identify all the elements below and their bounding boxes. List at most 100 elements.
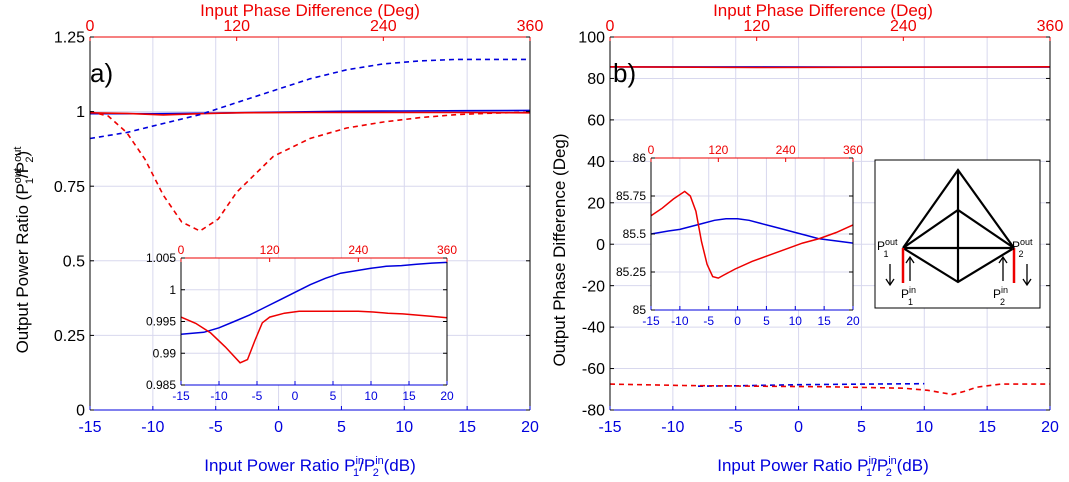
panel-b-tick-label-y-8: 80 bbox=[587, 71, 605, 88]
panel-a-inset-tick-label-top-2: 240 bbox=[348, 243, 368, 257]
panel-a-tick-label-bottom-7: 20 bbox=[521, 419, 539, 436]
panel-b-tick-label-top-3: 360 bbox=[1037, 18, 1064, 35]
panel-b-inset-tick-label-bottom-7: 20 bbox=[846, 314, 860, 328]
panel-b-top-axis-label: Input Phase Difference (Deg) bbox=[713, 1, 933, 20]
panel-b-tick-label-top-1: 120 bbox=[743, 18, 770, 35]
label-p2-out: Pout 2 bbox=[1012, 237, 1033, 259]
panel-b-inset-tick-label-bottom-1: -10 bbox=[671, 314, 689, 328]
panel-b-tick-label-bottom-5: 10 bbox=[915, 419, 933, 436]
panel-b-tick-label-y-4: 0 bbox=[596, 237, 605, 254]
panel-b-inset-tick-label-top-0: 0 bbox=[648, 143, 655, 157]
panel-b-tick-label-bottom-1: -10 bbox=[661, 419, 684, 436]
panel-a-tick-label-bottom-3: 0 bbox=[274, 419, 283, 436]
panel-b-tag: b) bbox=[613, 58, 636, 88]
arrow-p1-out bbox=[885, 264, 895, 287]
panel-a-tag: a) bbox=[90, 58, 113, 88]
panel-a-inset-tick-label-y-0: 0.985 bbox=[146, 378, 176, 392]
panel-a-series-blue-dashed-2 bbox=[89, 58, 530, 140]
panel-a-inset-tick-label-top-3: 360 bbox=[437, 243, 457, 257]
panel-a-inset-tick-label-bottom-7: 20 bbox=[440, 389, 454, 403]
panel-b-tick-label-y-1: -60 bbox=[582, 361, 605, 378]
panel-b-bottom-axis-label: Input Power Ratio Pin 1/Pin 2 (dB) bbox=[717, 455, 928, 479]
panel-a-tick-label-bottom-0: -15 bbox=[78, 419, 101, 436]
panel-a-inset-tick-label-bottom-6: 15 bbox=[402, 389, 416, 403]
panel-a-inset-tick-label-bottom-1: -10 bbox=[210, 389, 228, 403]
panel-a-inset-tick-label-top-0: 0 bbox=[178, 243, 185, 257]
panel-b-inset-tick-label-bottom-6: 15 bbox=[817, 314, 831, 328]
label-p1-out: Pout 1 bbox=[877, 237, 898, 259]
panel-b-inset-tick-label-y-0: 85 bbox=[633, 303, 647, 317]
panel-a-tick-label-y-1: 0.25 bbox=[54, 328, 85, 345]
panel-a-tick-label-top-3: 360 bbox=[517, 18, 544, 35]
panel-b-inset-series-red-solid-1 bbox=[650, 190, 854, 279]
diagram-lattice bbox=[902, 168, 1015, 284]
panel-b-inset-tick-label-y-3: 85.75 bbox=[616, 189, 646, 203]
panel-b-tick-label-y-2: -40 bbox=[582, 320, 605, 337]
panel-b-tick-label-y-9: 100 bbox=[578, 30, 605, 47]
panel-a-inset-tick-label-top-1: 120 bbox=[260, 243, 280, 257]
panel-b-tick-label-top-2: 240 bbox=[890, 18, 917, 35]
panel-a-inset-tick-label-bottom-5: 10 bbox=[364, 389, 378, 403]
panel-a-inset-tick-label-bottom-3: 0 bbox=[292, 389, 299, 403]
panel-a: -15 -10 -5 0 5 10 15 200 120 240 36000.250.50.7511… bbox=[54, 18, 544, 436]
panel-b-tick-label-y-6: 40 bbox=[587, 154, 605, 171]
panel-a-tick-label-y-4: 1 bbox=[76, 104, 85, 121]
panel-a-inset-series-red-solid-1 bbox=[180, 310, 448, 364]
arrow-p2-out bbox=[1022, 264, 1032, 287]
panel-b-series-red-solid-1 bbox=[609, 66, 1051, 69]
panel-b-inset-tick-label-bottom-4: 5 bbox=[763, 314, 770, 328]
panel-b-tick-label-y-0: -80 bbox=[582, 403, 605, 420]
panel-b-inset-tick-label-top-1: 120 bbox=[708, 143, 728, 157]
coupler-diagram: Pout 1 Pout 2 Pin 1 Pin 2 bbox=[874, 159, 1041, 309]
panel-a-tick-label-y-0: 0 bbox=[76, 403, 85, 420]
panel-b-inset-tick-label-y-1: 85.25 bbox=[616, 265, 646, 279]
panel-a-inset-tick-label-bottom-4: 5 bbox=[330, 389, 337, 403]
panel-b-tick-label-y-5: 20 bbox=[587, 195, 605, 212]
panel-b-inset-tick-label-bottom-5: 10 bbox=[789, 314, 803, 328]
panel-b-y-axis-label: Output Phase Difference (Deg) bbox=[550, 133, 569, 366]
panel-b-tick-label-y-7: 60 bbox=[587, 112, 605, 129]
panel-b-inset-tick-label-bottom-0: -15 bbox=[642, 314, 660, 328]
panel-b-inset-tick-label-top-3: 360 bbox=[843, 143, 863, 157]
panel-b-tick-label-bottom-2: -5 bbox=[729, 419, 743, 436]
panel-b-inset-tick-label-y-4: 86 bbox=[633, 151, 647, 165]
panel-a-inset-tick-label-y-3: 1 bbox=[169, 283, 176, 297]
panel-a-tick-label-top-1: 120 bbox=[223, 18, 250, 35]
panel-a-bottom-axis-label: Input Power Ratio Pin 1/Pin 2 (dB) bbox=[204, 455, 415, 479]
panel-a-tick-label-bottom-4: 5 bbox=[337, 419, 346, 436]
panel-b-inset-tick-label-bottom-2: -5 bbox=[703, 314, 714, 328]
panel-a-tick-label-bottom-1: -10 bbox=[141, 419, 164, 436]
panel-a-tick-label-y-5: 1.25 bbox=[54, 30, 85, 47]
panel-b-tick-label-y-3: -20 bbox=[582, 278, 605, 295]
panel-b-series-blue-dashed-2 bbox=[697, 382, 925, 387]
panel-a-series-red-dashed-3 bbox=[89, 110, 531, 232]
panel-b-inset-tick-label-top-2: 240 bbox=[776, 143, 796, 157]
panel-b-tick-label-bottom-4: 5 bbox=[857, 419, 866, 436]
panel-b-inset-tick-label-y-2: 85.5 bbox=[623, 227, 647, 241]
panel-a-tick-label-bottom-2: -5 bbox=[209, 419, 223, 436]
panel-a-top-axis-label: Input Phase Difference (Deg) bbox=[200, 1, 420, 20]
panel-a-tick-label-y-2: 0.5 bbox=[63, 253, 85, 270]
arrow-p2-in bbox=[998, 255, 1008, 281]
panel-a-tick-label-top-2: 240 bbox=[370, 18, 397, 35]
panel-b-tick-label-bottom-7: 20 bbox=[1041, 419, 1059, 436]
panel-a-series-red-solid-1 bbox=[89, 111, 531, 116]
panel-b-tick-label-top-0: 0 bbox=[606, 18, 615, 35]
panel-a-inset-tick-label-y-4: 1.005 bbox=[146, 251, 176, 265]
panel-a-tick-label-top-0: 0 bbox=[86, 18, 95, 35]
panel-a-inset-tick-label-bottom-0: -15 bbox=[172, 389, 190, 403]
panel-a-tick-label-bottom-6: 15 bbox=[458, 419, 476, 436]
panel-b-tick-label-bottom-3: 0 bbox=[794, 419, 803, 436]
label-p1-in: Pin 1 bbox=[901, 285, 916, 307]
panel-b-inset-tick-label-bottom-3: 0 bbox=[734, 314, 741, 328]
arrow-p1-in bbox=[905, 255, 915, 281]
panel-a-tick-label-bottom-5: 10 bbox=[395, 419, 413, 436]
panel-a-tick-label-y-3: 0.75 bbox=[54, 179, 85, 196]
panel-b-series-red-dashed-3 bbox=[609, 383, 1050, 396]
panel-a-inset-tick-label-y-2: 0.995 bbox=[146, 315, 176, 329]
panel-a-y-axis-label: Output Power Ratio (Pout1/Pout2) bbox=[12, 147, 36, 354]
panel-a-inset-series-blue-solid-0 bbox=[180, 261, 448, 335]
panel-b-tick-label-bottom-6: 15 bbox=[978, 419, 996, 436]
label-p2-in: Pin 2 bbox=[993, 285, 1008, 307]
